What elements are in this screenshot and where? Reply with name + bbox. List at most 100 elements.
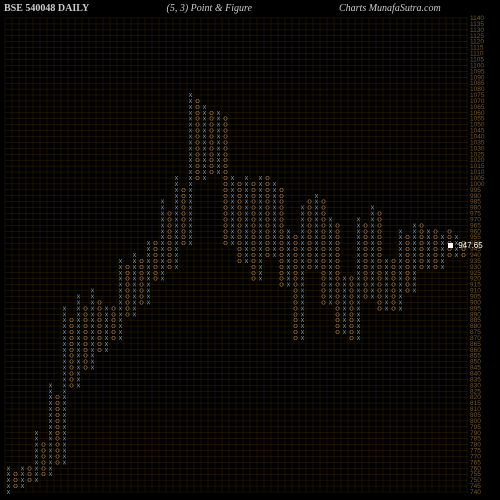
svg-text:O: O	[335, 306, 340, 312]
svg-text:O: O	[265, 176, 270, 182]
svg-text:O: O	[167, 223, 172, 229]
svg-text:O: O	[335, 235, 340, 241]
svg-text:X: X	[273, 212, 277, 218]
svg-text:O: O	[279, 235, 284, 241]
svg-text:X: X	[343, 306, 347, 312]
svg-text:X: X	[77, 348, 81, 354]
svg-text:O: O	[55, 425, 60, 431]
svg-text:O: O	[111, 324, 116, 330]
svg-text:X: X	[217, 158, 221, 164]
pnf-column-x: XXXXXXXXXX	[287, 229, 291, 288]
pnf-column-o: OOOOOO	[41, 443, 46, 479]
svg-text:O: O	[209, 111, 214, 117]
svg-text:O: O	[55, 419, 60, 425]
svg-text:O: O	[223, 200, 228, 206]
svg-text:X: X	[63, 454, 67, 460]
svg-text:X: X	[287, 265, 291, 271]
svg-text:X: X	[217, 111, 221, 117]
svg-text:O: O	[363, 223, 368, 229]
svg-text:X: X	[231, 188, 235, 194]
svg-text:O: O	[125, 277, 130, 283]
svg-text:X: X	[231, 229, 235, 235]
svg-text:O: O	[139, 271, 144, 277]
svg-text:O: O	[223, 176, 228, 182]
svg-text:X: X	[49, 437, 53, 443]
svg-text:X: X	[399, 235, 403, 241]
svg-text:O: O	[419, 259, 424, 265]
svg-text:X: X	[189, 235, 193, 241]
svg-text:X: X	[441, 241, 445, 247]
svg-text:X: X	[357, 247, 361, 253]
pnf-column-x: XXXXXXXX	[105, 306, 109, 353]
svg-text:O: O	[363, 265, 368, 271]
pnf-column-x: XXXXXXXXXXXXXXXXXXXXXXX	[301, 206, 305, 342]
svg-text:O: O	[279, 241, 284, 247]
svg-text:O: O	[335, 330, 340, 336]
svg-text:X: X	[63, 360, 67, 366]
svg-text:O: O	[433, 247, 438, 253]
svg-text:O: O	[237, 188, 242, 194]
svg-text:O: O	[97, 336, 102, 342]
svg-text:X: X	[273, 229, 277, 235]
svg-text:O: O	[293, 324, 298, 330]
svg-text:X: X	[63, 318, 67, 324]
svg-text:X: X	[315, 247, 319, 253]
svg-text:O: O	[405, 271, 410, 277]
svg-text:X: X	[175, 265, 179, 271]
svg-text:O: O	[265, 194, 270, 200]
svg-text:X: X	[63, 425, 67, 431]
svg-text:O: O	[83, 354, 88, 360]
svg-text:O: O	[153, 253, 158, 259]
svg-text:O: O	[237, 200, 242, 206]
svg-text:X: X	[357, 253, 361, 259]
svg-text:O: O	[69, 336, 74, 342]
svg-text:O: O	[223, 158, 228, 164]
svg-text:X: X	[63, 342, 67, 348]
svg-text:X: X	[161, 206, 165, 212]
svg-text:X: X	[161, 277, 165, 283]
svg-text:X: X	[189, 200, 193, 206]
svg-text:X: X	[203, 117, 207, 123]
svg-text:X: X	[147, 277, 151, 283]
svg-text:X: X	[119, 283, 123, 289]
svg-text:X: X	[343, 277, 347, 283]
svg-text:O: O	[391, 265, 396, 271]
svg-text:O: O	[251, 206, 256, 212]
svg-text:X: X	[105, 330, 109, 336]
svg-text:X: X	[63, 306, 67, 312]
svg-text:O: O	[335, 300, 340, 306]
svg-text:X: X	[77, 354, 81, 360]
svg-text:X: X	[49, 389, 53, 395]
svg-text:O: O	[307, 217, 312, 223]
svg-text:X: X	[91, 342, 95, 348]
pnf-column-o: OOOOOOOOOOOOOOOOOO	[293, 235, 298, 342]
svg-text:O: O	[237, 241, 242, 247]
svg-text:X: X	[133, 271, 137, 277]
price-marker-label: 947.65	[458, 241, 482, 250]
svg-text:X: X	[147, 271, 151, 277]
svg-text:O: O	[265, 200, 270, 206]
svg-text:X: X	[175, 229, 179, 235]
svg-text:X: X	[161, 212, 165, 218]
svg-text:O: O	[69, 360, 74, 366]
svg-text:O: O	[209, 170, 214, 176]
svg-text:X: X	[119, 271, 123, 277]
svg-text:O: O	[167, 241, 172, 247]
svg-text:X: X	[413, 247, 417, 253]
svg-text:X: X	[77, 383, 81, 389]
svg-text:O: O	[349, 294, 354, 300]
svg-text:X: X	[385, 265, 389, 271]
svg-text:O: O	[335, 283, 340, 289]
svg-text:X: X	[231, 217, 235, 223]
svg-text:O: O	[209, 117, 214, 123]
svg-text:X: X	[63, 443, 67, 449]
svg-text:X: X	[175, 206, 179, 212]
svg-text:O: O	[363, 294, 368, 300]
svg-text:X: X	[203, 152, 207, 158]
svg-text:X: X	[63, 449, 67, 455]
svg-text:X: X	[371, 283, 375, 289]
svg-text:O: O	[419, 253, 424, 259]
svg-text:O: O	[41, 454, 46, 460]
svg-text:O: O	[223, 182, 228, 188]
svg-text:X: X	[315, 194, 319, 200]
